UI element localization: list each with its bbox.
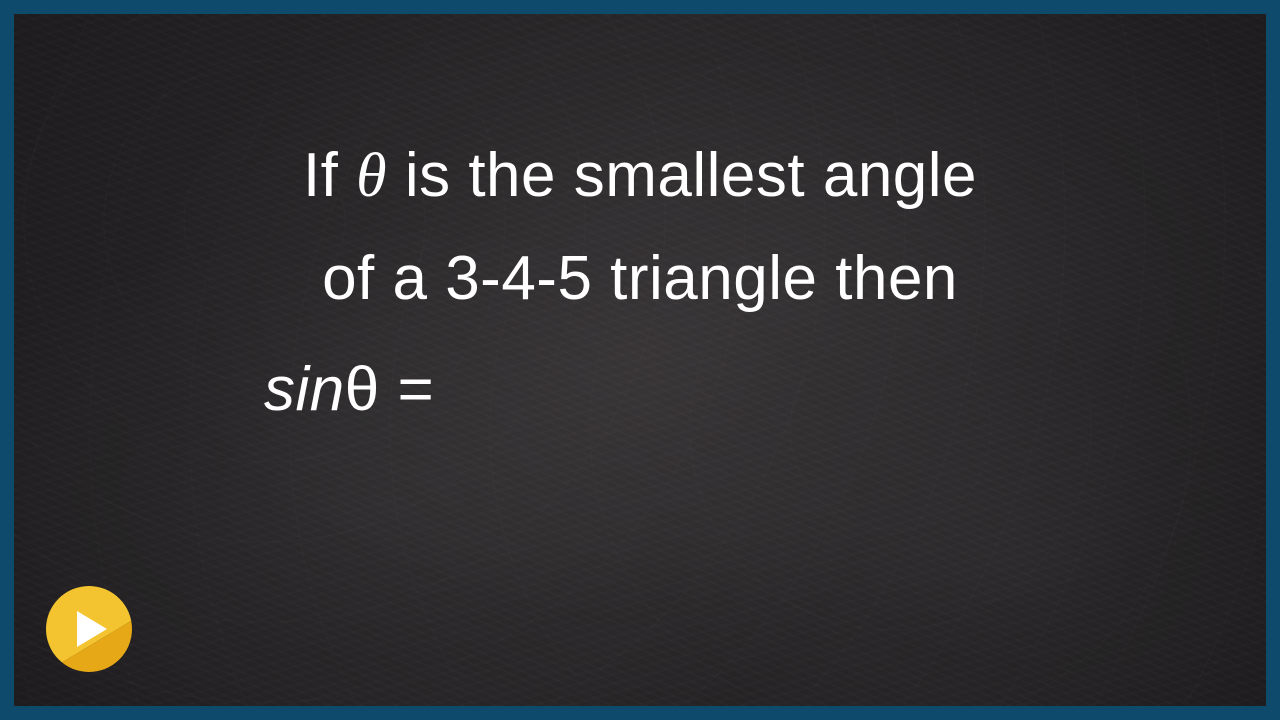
theta-symbol-2: θ xyxy=(345,355,380,424)
theta-symbol: θ xyxy=(356,142,387,210)
sin-label: sin xyxy=(264,355,345,424)
problem-text-block: If θ is the smallest angle of a 3-4-5 tr… xyxy=(14,14,1266,706)
text-line1-a: If xyxy=(303,141,356,210)
problem-line-2: of a 3-4-5 triangle then xyxy=(322,237,958,321)
problem-line-3: sinθ = xyxy=(264,348,434,432)
video-frame: If θ is the smallest angle of a 3-4-5 tr… xyxy=(0,0,1280,720)
play-icon xyxy=(77,611,107,647)
problem-line-1: If θ is the smallest angle xyxy=(303,134,977,219)
text-line1-b: is the smallest angle xyxy=(387,141,977,210)
equals-sign: = xyxy=(380,355,434,424)
play-button[interactable] xyxy=(46,586,132,672)
